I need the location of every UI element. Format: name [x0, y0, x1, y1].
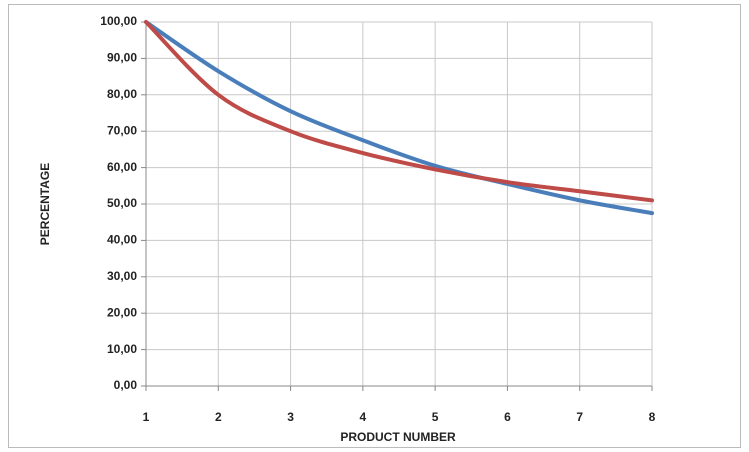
y-tick-label: 50,00 [107, 196, 137, 210]
x-axis-label: PRODUCT NUMBER [340, 430, 456, 444]
series-line [144, 20, 654, 203]
y-tick-label: 10,00 [107, 342, 137, 356]
y-tick-label: 80,00 [107, 87, 137, 101]
x-tick-label: 3 [287, 410, 294, 424]
y-tick-label: 40,00 [107, 233, 137, 247]
y-tick-label: 0,00 [114, 378, 138, 392]
y-tick-label: 20,00 [107, 305, 137, 319]
y-axis-label: PERCENTAGE [38, 163, 52, 245]
x-tick-label: 6 [504, 410, 511, 424]
y-tick-label: 30,00 [107, 269, 137, 283]
x-tick-label: 1 [143, 410, 150, 424]
y-tick-label: 60,00 [107, 160, 137, 174]
x-tick-label: 5 [432, 410, 439, 424]
x-tick-label: 2 [215, 410, 222, 424]
y-tick-label: 90,00 [107, 51, 137, 65]
x-tick-label: 7 [576, 410, 583, 424]
x-tick-label: 8 [649, 410, 656, 424]
series-line [144, 20, 654, 216]
chart-frame [8, 4, 741, 448]
x-tick-label: 4 [360, 410, 367, 424]
y-tick-label: 70,00 [107, 123, 137, 137]
y-tick-label: 100,00 [100, 14, 137, 28]
